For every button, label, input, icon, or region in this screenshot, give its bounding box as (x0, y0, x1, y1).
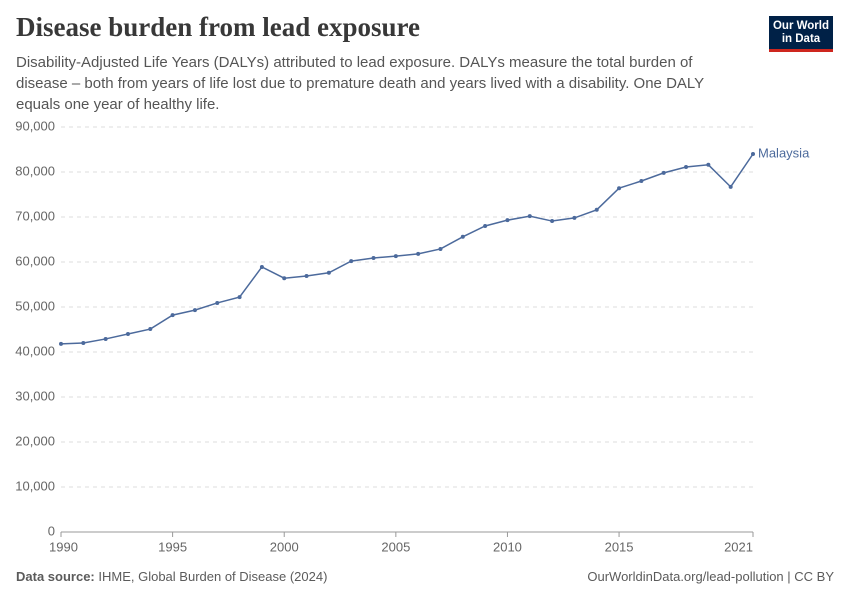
series-label: Malaysia (758, 145, 810, 160)
y-tick-label: 10,000 (15, 478, 55, 493)
x-tick-label: 2000 (270, 539, 299, 554)
source: Data source: IHME, Global Burden of Dise… (16, 569, 327, 584)
y-tick-label: 50,000 (15, 298, 55, 313)
y-tick-label: 40,000 (15, 343, 55, 358)
data-point (215, 300, 220, 305)
data-point (81, 341, 86, 345)
data-point (438, 246, 443, 251)
data-point (192, 308, 197, 313)
data-point (751, 152, 755, 156)
x-tick-label: 2021 (724, 539, 753, 554)
data-point (259, 264, 264, 269)
y-tick-label: 70,000 (15, 208, 55, 223)
logo-line: in Data (781, 33, 821, 45)
logo[interactable]: Our World in Data (769, 16, 833, 52)
chart-subtitle: Disability-Adjusted Life Years (DALYs) a… (16, 54, 704, 113)
data-point (483, 224, 488, 228)
data-point (460, 234, 465, 239)
data-point (103, 336, 108, 341)
logo-line: Our World (772, 20, 829, 32)
x-tick-label: 2015 (605, 539, 634, 554)
data-point (59, 341, 63, 346)
data-point (282, 276, 287, 281)
series-line (60, 153, 754, 345)
data-point (684, 165, 689, 170)
data-point (170, 313, 175, 318)
data-point (661, 170, 666, 175)
data-point (617, 186, 622, 191)
data-point (505, 218, 510, 223)
data-point (148, 327, 153, 332)
data-point (527, 214, 532, 219)
y-tick-label: 60,000 (15, 253, 55, 268)
data-point (349, 259, 354, 264)
y-tick-label: 0 (48, 523, 55, 538)
y-tick-label: 30,000 (15, 388, 55, 403)
data-point (304, 273, 309, 278)
source-text: IHME, Global Burden of Disease (2024) (98, 569, 328, 584)
data-point (416, 251, 421, 256)
x-tick-label: 2010 (493, 539, 522, 554)
x-tick-label: 2005 (381, 539, 410, 554)
data-point (371, 255, 376, 260)
data-point (572, 215, 577, 220)
source-label: Data source: (16, 569, 95, 584)
data-point (237, 295, 242, 300)
y-tick-label: 80,000 (15, 163, 55, 178)
data-point (728, 184, 733, 189)
chart-title: Disease burden from lead exposure (16, 12, 420, 42)
x-tick-label: 1995 (158, 539, 187, 554)
data-point (326, 270, 331, 275)
y-tick-label: 20,000 (15, 433, 55, 448)
footer-link[interactable]: OurWorldinData.org/lead-pollution | CC B… (587, 569, 834, 584)
x-tick-label: 1990 (49, 539, 78, 554)
data-point (639, 179, 644, 183)
y-tick-label: 90,000 (15, 118, 55, 133)
data-point (594, 207, 599, 212)
data-point (706, 162, 711, 167)
data-point (550, 219, 555, 224)
data-point (393, 254, 398, 259)
data-point (125, 332, 130, 336)
